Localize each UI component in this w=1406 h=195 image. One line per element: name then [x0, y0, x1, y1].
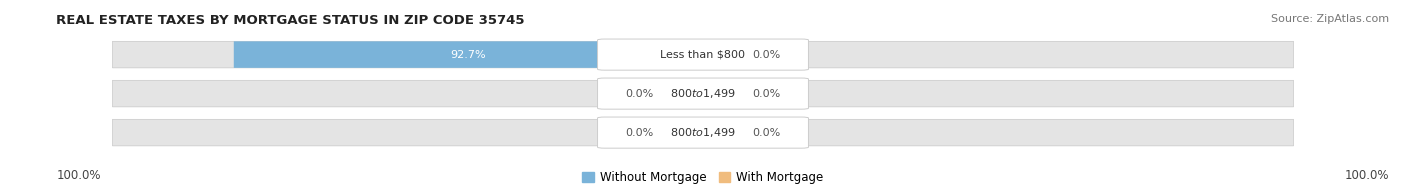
FancyBboxPatch shape	[112, 119, 1294, 146]
Text: 0.0%: 0.0%	[752, 128, 780, 138]
Text: 0.0%: 0.0%	[626, 128, 654, 138]
Text: 100.0%: 100.0%	[1344, 169, 1389, 182]
Text: $800 to $1,499: $800 to $1,499	[671, 126, 735, 139]
Text: Source: ZipAtlas.com: Source: ZipAtlas.com	[1271, 14, 1389, 24]
Text: 0.0%: 0.0%	[626, 89, 654, 99]
Text: 0.0%: 0.0%	[752, 50, 780, 60]
Text: REAL ESTATE TAXES BY MORTGAGE STATUS IN ZIP CODE 35745: REAL ESTATE TAXES BY MORTGAGE STATUS IN …	[56, 14, 524, 27]
FancyBboxPatch shape	[598, 39, 808, 70]
FancyBboxPatch shape	[233, 41, 703, 68]
Text: $800 to $1,499: $800 to $1,499	[671, 87, 735, 100]
FancyBboxPatch shape	[703, 41, 738, 68]
Legend: Without Mortgage, With Mortgage: Without Mortgage, With Mortgage	[578, 167, 828, 189]
FancyBboxPatch shape	[598, 117, 808, 148]
FancyBboxPatch shape	[703, 80, 738, 107]
FancyBboxPatch shape	[598, 78, 808, 109]
Text: Less than $800: Less than $800	[661, 50, 745, 60]
FancyBboxPatch shape	[668, 80, 703, 107]
FancyBboxPatch shape	[668, 119, 703, 146]
FancyBboxPatch shape	[112, 80, 1294, 107]
Text: 92.7%: 92.7%	[450, 50, 486, 60]
FancyBboxPatch shape	[112, 41, 1294, 68]
FancyBboxPatch shape	[703, 119, 738, 146]
Text: 0.0%: 0.0%	[752, 89, 780, 99]
Text: 100.0%: 100.0%	[56, 169, 101, 182]
